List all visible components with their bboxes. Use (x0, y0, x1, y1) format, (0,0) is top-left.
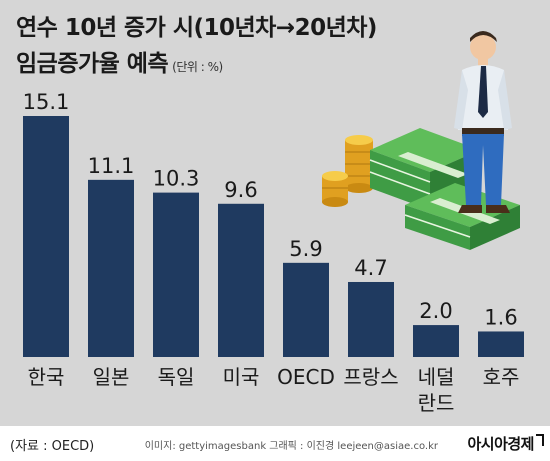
businessman-icon (454, 31, 512, 213)
value-label: 5.9 (289, 237, 322, 261)
brand-logo: 아시아경제 (467, 435, 534, 453)
category-label: OECD (277, 365, 335, 389)
source-label: (자료 : OECD) (10, 439, 95, 454)
bar (153, 192, 199, 357)
value-label: 10.3 (153, 167, 200, 191)
value-label: 2.0 (419, 299, 452, 323)
category-label: 란드 (418, 391, 455, 415)
category-label: 한국 (28, 365, 65, 389)
coin-stack-icon (322, 135, 373, 207)
footer: (자료 : OECD) 이미지: gettyimagesbank 그래픽 : 이… (0, 426, 550, 461)
category-label: 미국 (223, 365, 260, 389)
bar (88, 179, 134, 357)
category-label: 프랑스 (343, 365, 398, 389)
businessman-money-illustration (322, 31, 520, 250)
bar (348, 281, 394, 357)
value-label: 4.7 (354, 256, 387, 280)
category-label: 호주 (483, 365, 520, 389)
chart-title: 연수 10년 증가 시(10년차→20년차) (16, 15, 377, 41)
bar (283, 262, 329, 357)
value-label: 11.1 (88, 154, 135, 178)
chart-subtitle: 임금증가율 예측 (단위 : %) (16, 44, 223, 78)
bar-chart: 15.1 11.1 10.3 9.6 5.9 4.7 2.0 1.6 한국 일본 독일 미국 OECD… (23, 90, 524, 415)
category-label: 네덜 (418, 365, 455, 389)
value-label: 1.6 (484, 305, 517, 329)
value-label: 9.6 (224, 178, 257, 202)
credit-label: 이미지: gettyimagesbank 그래픽 : 이진경 leejeen@a… (144, 441, 438, 452)
value-label: 15.1 (23, 90, 70, 114)
bar (478, 331, 524, 357)
bars-group (23, 116, 524, 357)
value-labels-group: 15.1 11.1 10.3 9.6 5.9 4.7 2.0 1.6 (23, 90, 518, 329)
bar (413, 325, 459, 357)
chart-subtitle-text: 임금증가율 예측 (16, 51, 169, 77)
bar (218, 203, 264, 357)
brand-mark-icon (536, 434, 544, 446)
category-label: 일본 (93, 365, 130, 389)
bar (23, 116, 69, 357)
category-label: 독일 (158, 365, 195, 389)
unit-label: (단위 : %) (172, 60, 223, 74)
